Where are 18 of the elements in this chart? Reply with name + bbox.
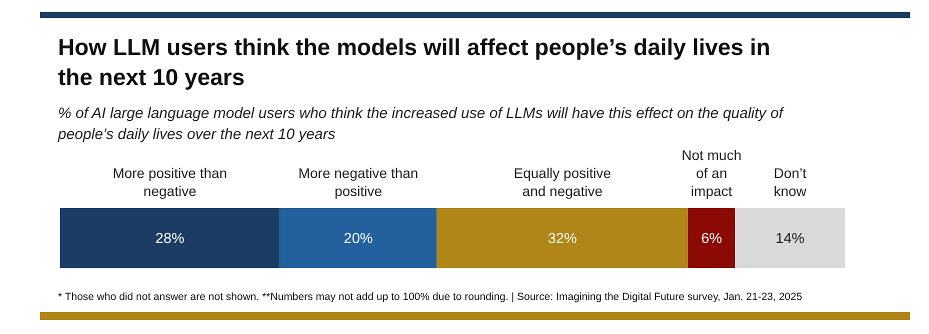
series-label: Equally positive and negative xyxy=(514,165,612,199)
bar xyxy=(280,208,437,268)
data-label: 14% xyxy=(776,231,805,247)
data-label: 6% xyxy=(701,231,722,247)
text: * Those who did not answer are not shown. **Numbers may not add up to 100% due to rounding. | Source: Imagining the Digital Future survey, Jan. 21-23, 2025 xyxy=(58,291,802,303)
chart-title: How LLM users think the models will affect people’s daily lives in the next 10 years xyxy=(58,34,770,90)
data-label: 32% xyxy=(548,231,578,247)
bar xyxy=(436,208,688,268)
data-label: 20% xyxy=(344,231,373,247)
series-label: Not much of an impact xyxy=(682,147,742,199)
series-label: More positive than negative xyxy=(112,165,228,199)
bar xyxy=(60,208,280,268)
chart-subtitle: % of AI large language model users who think the increased use of LLMs will have this effect on the quality of people’s daily lives over the next 10 years xyxy=(57,105,785,143)
bar xyxy=(688,208,736,268)
data-label: 28% xyxy=(155,231,185,247)
series-label: More negative than positive xyxy=(298,165,418,199)
bar xyxy=(735,208,845,268)
series-label: Don’t know xyxy=(774,165,808,199)
